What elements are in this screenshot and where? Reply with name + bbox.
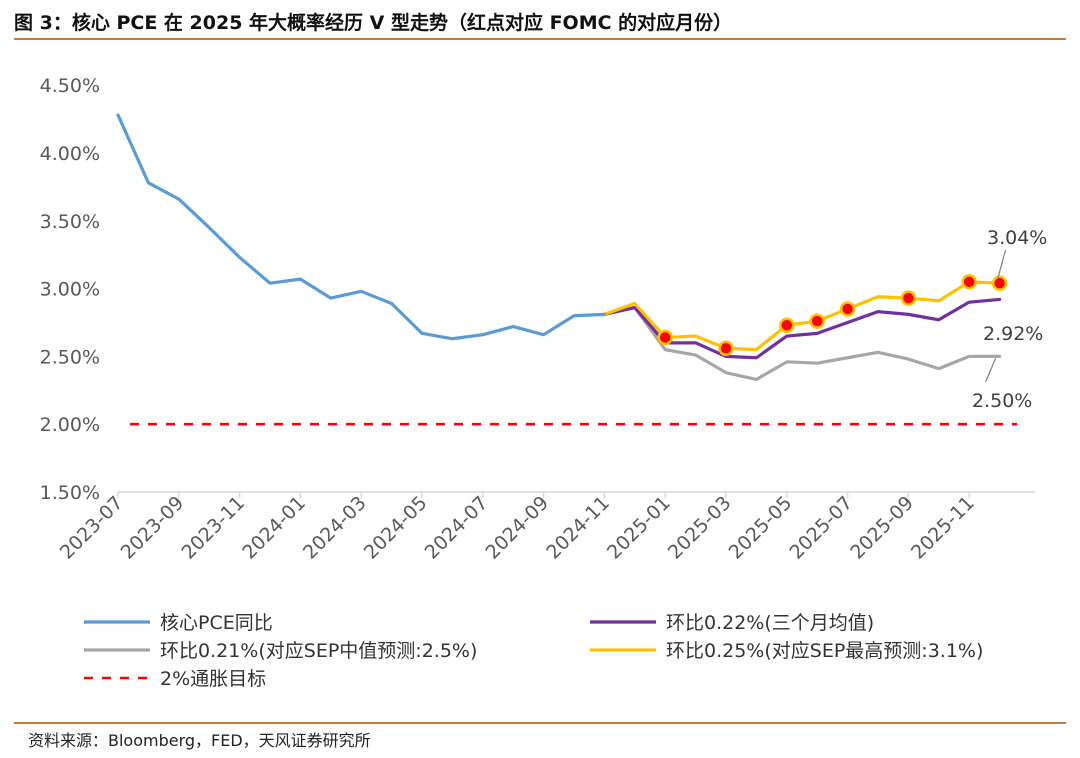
- y-tick-label: 4.00%: [40, 143, 100, 165]
- fomc-marker: [809, 313, 825, 329]
- legend-target-label: 2%通胀目标: [160, 668, 266, 690]
- y-tick-label: 2.50%: [40, 346, 100, 368]
- fomc-marker: [657, 329, 673, 346]
- annotation-2-92: 2.92%: [983, 323, 1043, 345]
- figure-title: 图 3：核心 PCE 在 2025 年大概率经历 V 型走势（红点对应 FOMC…: [14, 12, 733, 34]
- x-tick-label: 2024-09: [481, 492, 553, 564]
- fomc-marker: [779, 317, 795, 333]
- legend-mom-0-25-label: 环比0.25%(对应SEP最高预测:3.1%): [666, 640, 983, 662]
- x-tick-label: 2025-05: [725, 492, 797, 564]
- annotation-leader: [997, 249, 1007, 280]
- fomc-marker: [961, 274, 977, 290]
- source-note: 资料来源：Bloomberg，FED，天风证券研究所: [28, 731, 371, 750]
- x-tick-label: 2023-09: [117, 492, 189, 564]
- x-tick-label: 2024-03: [299, 492, 371, 564]
- fomc-marker: [718, 340, 734, 357]
- y-tick-label: 3.50%: [40, 211, 100, 233]
- y-tick-label: 2.00%: [40, 414, 100, 436]
- fomc-marker: [991, 275, 1008, 291]
- annotation-3-04: 3.04%: [987, 227, 1047, 249]
- fomc-marker: [900, 290, 917, 306]
- title-divider: [14, 38, 1066, 40]
- x-tick-label: 2024-05: [360, 492, 432, 564]
- x-tick-label: 2025-07: [785, 492, 857, 564]
- x-tick-label: 2025-09: [846, 492, 918, 564]
- actual-line: [116, 113, 607, 341]
- source-divider: [14, 722, 1066, 724]
- annotation-2-50: 2.50%: [972, 390, 1032, 412]
- x-tick-label: 2024-11: [542, 492, 614, 564]
- x-tick-label: 2023-11: [177, 492, 249, 564]
- x-tick-label: 2025-03: [664, 492, 736, 564]
- x-tick-label: 2025-11: [907, 492, 979, 564]
- x-tick-label: 2024-07: [421, 492, 493, 564]
- legend-mom-0-22-label: 环比0.22%(三个月均值): [666, 612, 874, 634]
- legend-mom-0-21-label: 环比0.21%(对应SEP中值预测:2.5%): [160, 640, 477, 662]
- y-tick-label: 1.50%: [40, 482, 100, 504]
- legend-actual-label: 核心PCE同比: [160, 612, 273, 634]
- x-tick-label: 2025-01: [603, 492, 675, 564]
- x-tick-label: 2024-01: [238, 492, 310, 564]
- annotation-leader: [985, 358, 997, 383]
- mom-0-21-line: [602, 305, 1002, 382]
- y-tick-label: 4.50%: [40, 75, 100, 97]
- y-tick-label: 3.00%: [40, 279, 100, 301]
- fomc-marker: [839, 301, 856, 317]
